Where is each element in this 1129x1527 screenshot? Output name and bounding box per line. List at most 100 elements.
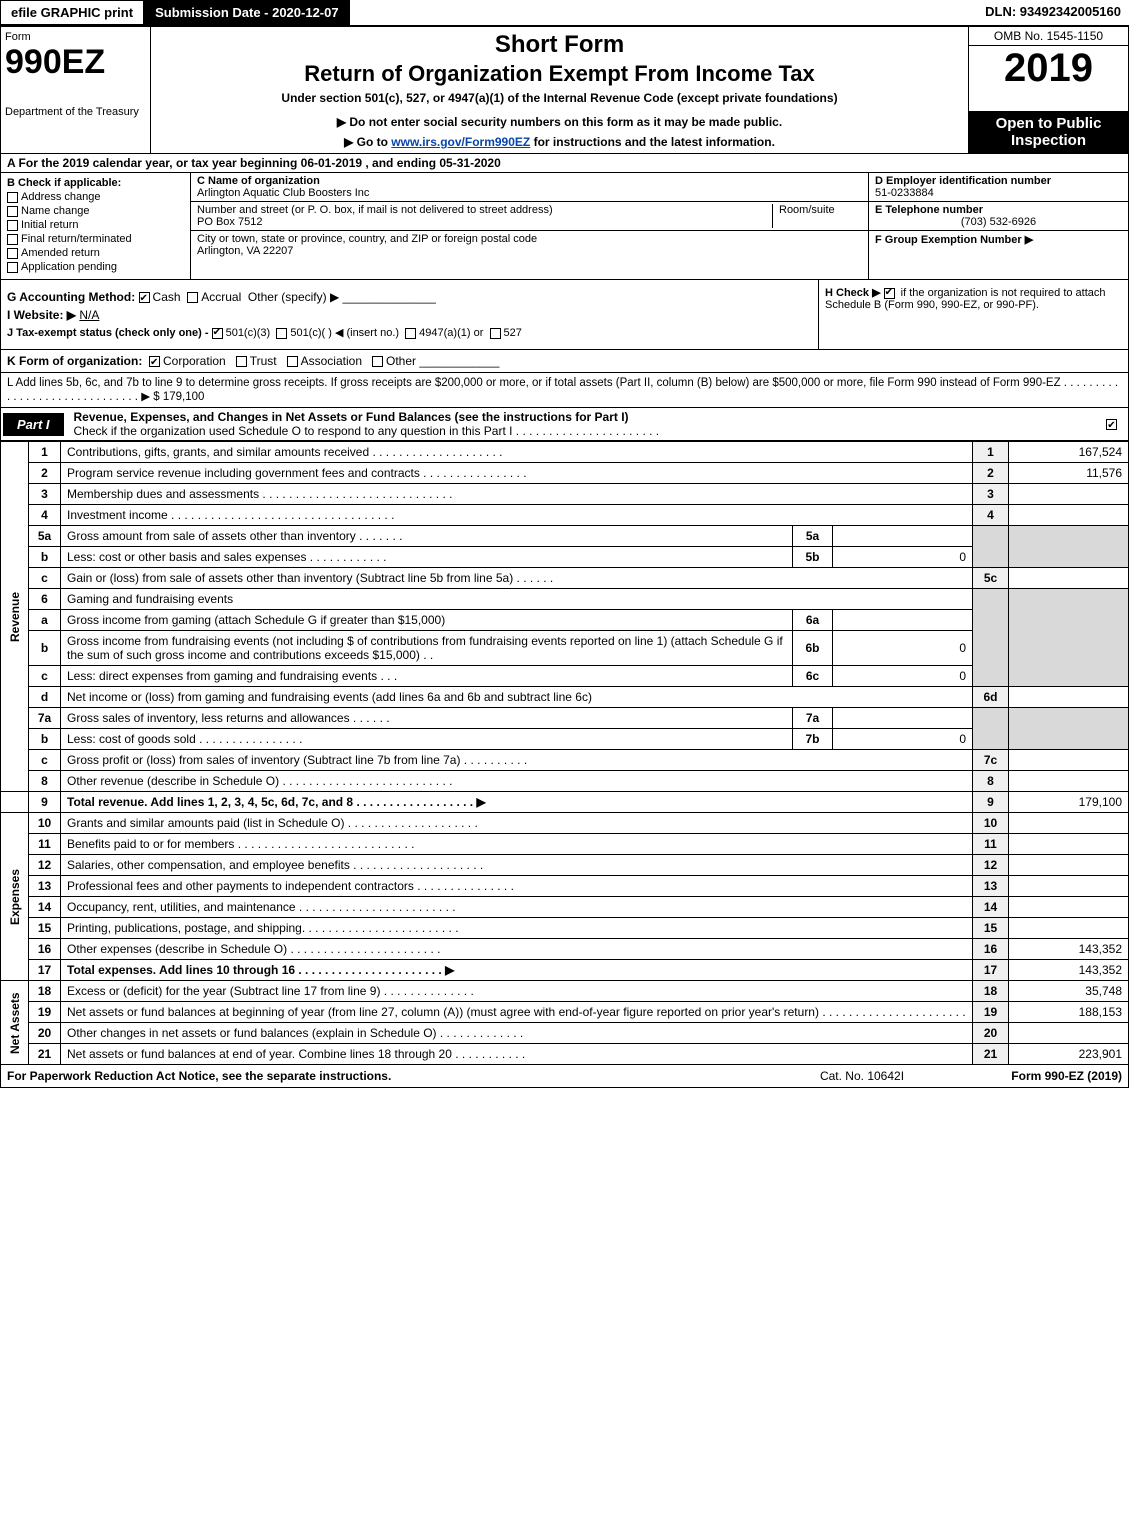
tax-year: 2019 — [969, 46, 1128, 91]
line-col: 2 — [973, 463, 1009, 484]
line-text: Total revenue. Add lines 1, 2, 3, 4, 5c,… — [61, 792, 973, 813]
d-label: D Employer identification number — [875, 175, 1051, 187]
submission-date-button[interactable]: Submission Date - 2020-12-07 — [144, 0, 350, 25]
subline-col: 5a — [793, 526, 833, 547]
j-label: J Tax-exempt status (check only one) - — [7, 327, 212, 339]
efile-button[interactable]: efile GRAPHIC print — [0, 0, 144, 25]
check-501c3[interactable] — [212, 328, 223, 339]
line-text: Gain or (loss) from sale of assets other… — [61, 568, 973, 589]
check-trust[interactable] — [236, 356, 247, 367]
line-amount — [1009, 813, 1129, 834]
address-block: Number and street (or P. O. box, if mail… — [191, 202, 868, 231]
goto-link[interactable]: www.irs.gov/Form990EZ — [391, 135, 530, 149]
check-address-change[interactable]: Address change — [7, 191, 184, 203]
col-gij: G Accounting Method: Cash Accrual Other … — [1, 280, 818, 349]
line-num: 1 — [29, 442, 61, 463]
check-h[interactable] — [884, 288, 895, 299]
subline-col: 7a — [793, 708, 833, 729]
j-line: J Tax-exempt status (check only one) - 5… — [7, 326, 812, 339]
line-col: 8 — [973, 771, 1009, 792]
line-num: 7a — [29, 708, 61, 729]
part1-check-text: Check if the organization used Schedule … — [74, 424, 660, 438]
line-col: 19 — [973, 1002, 1009, 1023]
check-501c[interactable] — [276, 328, 287, 339]
line-text: Other changes in net assets or fund bala… — [61, 1023, 973, 1044]
line-text: Grants and similar amounts paid (list in… — [61, 813, 973, 834]
line-amount — [1009, 750, 1129, 771]
line-amount — [1009, 771, 1129, 792]
addr-value: PO Box 7512 — [197, 216, 262, 228]
check-name-change[interactable]: Name change — [7, 205, 184, 217]
line-num: 15 — [29, 918, 61, 939]
org-name: Arlington Aquatic Club Boosters Inc — [197, 187, 369, 199]
line-num: 14 — [29, 897, 61, 918]
row-a-tax-year: A For the 2019 calendar year, or tax yea… — [0, 154, 1129, 173]
check-527[interactable] — [490, 328, 501, 339]
grey-cell — [1009, 526, 1129, 568]
phone-value: (703) 532-6926 — [875, 216, 1122, 228]
title-return: Return of Organization Exempt From Incom… — [159, 61, 960, 87]
line-amount: 35,748 — [1009, 981, 1129, 1002]
col-b: B Check if applicable: Address change Na… — [1, 173, 191, 279]
subline-amount — [833, 526, 973, 547]
page-footer: For Paperwork Reduction Act Notice, see … — [0, 1065, 1129, 1088]
line-col: 18 — [973, 981, 1009, 1002]
subline-amount — [833, 708, 973, 729]
check-application-pending[interactable]: Application pending — [7, 261, 184, 273]
line-num: b — [29, 729, 61, 750]
line-amount — [1009, 834, 1129, 855]
line-num: 20 — [29, 1023, 61, 1044]
room-label: Room/suite — [779, 204, 835, 216]
warning-ssn: ▶ Do not enter social security numbers o… — [159, 115, 960, 129]
part1-checkbox[interactable] — [1098, 417, 1128, 431]
subline-col: 5b — [793, 547, 833, 568]
part1-tab: Part I — [3, 413, 64, 436]
line-text: Other revenue (describe in Schedule O) .… — [61, 771, 973, 792]
line-col: 15 — [973, 918, 1009, 939]
line-text: Investment income . . . . . . . . . . . … — [61, 505, 973, 526]
row-k: K Form of organization: Corporation Trus… — [0, 350, 1129, 373]
title-short-form: Short Form — [159, 31, 960, 59]
g-line: G Accounting Method: Cash Accrual Other … — [7, 290, 812, 304]
line-text: Program service revenue including govern… — [61, 463, 973, 484]
part1-header: Part I Revenue, Expenses, and Changes in… — [0, 408, 1129, 441]
line-text: Less: direct expenses from gaming and fu… — [61, 666, 793, 687]
subline-col: 6a — [793, 610, 833, 631]
check-final-return[interactable]: Final return/terminated — [7, 233, 184, 245]
line-col: 3 — [973, 484, 1009, 505]
line-text: Net assets or fund balances at beginning… — [61, 1002, 973, 1023]
line-text: Less: cost or other basis and sales expe… — [61, 547, 793, 568]
line-text: Salaries, other compensation, and employ… — [61, 855, 973, 876]
check-corporation[interactable] — [149, 356, 160, 367]
line-amount: 179,100 — [1009, 792, 1129, 813]
addr-label: Number and street (or P. O. box, if mail… — [197, 204, 553, 216]
grey-cell — [973, 708, 1009, 750]
check-4947[interactable] — [405, 328, 416, 339]
header-left: Form 990EZ Department of the Treasury — [1, 27, 151, 153]
line-text: Excess or (deficit) for the year (Subtra… — [61, 981, 973, 1002]
check-initial-return[interactable]: Initial return — [7, 219, 184, 231]
line-text: Total expenses. Add lines 10 through 16 … — [61, 960, 973, 981]
subline-amount: 0 — [833, 666, 973, 687]
check-amended-return[interactable]: Amended return — [7, 247, 184, 259]
line-num: c — [29, 750, 61, 771]
line-col: 4 — [973, 505, 1009, 526]
line-text: Gross profit or (loss) from sales of inv… — [61, 750, 973, 771]
line-num: b — [29, 631, 61, 666]
check-accrual[interactable] — [187, 292, 198, 303]
line-num: d — [29, 687, 61, 708]
lines-table: Revenue 1 Contributions, gifts, grants, … — [0, 441, 1129, 1065]
line-num: 10 — [29, 813, 61, 834]
line-num: 8 — [29, 771, 61, 792]
line-col: 16 — [973, 939, 1009, 960]
line-amount — [1009, 855, 1129, 876]
line-text: Benefits paid to or for members . . . . … — [61, 834, 973, 855]
check-other[interactable] — [372, 356, 383, 367]
check-association[interactable] — [287, 356, 298, 367]
line-text: Occupancy, rent, utilities, and maintena… — [61, 897, 973, 918]
subline-amount: 0 — [833, 547, 973, 568]
open-to-public: Open to Public Inspection — [969, 111, 1128, 153]
goto-pre: ▶ Go to — [344, 135, 391, 149]
check-cash[interactable] — [139, 292, 150, 303]
line-text: Gross income from fundraising events (no… — [61, 631, 793, 666]
